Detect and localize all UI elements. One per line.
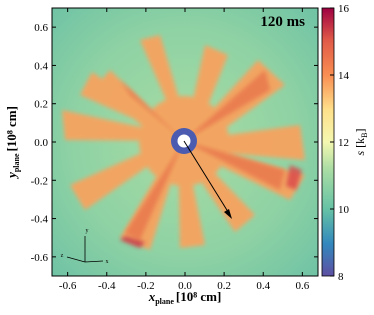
y-unit: [10⁸ cm]: [4, 106, 19, 151]
colorbar-tick-label: 16: [338, 3, 350, 15]
y-tick-label: -0.6: [31, 252, 49, 264]
y-tick-label: 0.4: [34, 60, 48, 72]
y-tick-label: 0.0: [34, 137, 48, 149]
axis-triad: [66, 236, 104, 263]
cb-symbol: s: [353, 151, 367, 156]
x-tick-label: 0.4: [256, 280, 270, 292]
y-tick-label: 0.6: [34, 22, 48, 34]
x-symbol: x: [148, 289, 156, 304]
simulation-image: [52, 8, 318, 276]
colorbar-tick-label: 12: [338, 137, 349, 149]
x-tick-label: 0.0: [178, 280, 192, 292]
y-tick-label: 0.2: [34, 99, 48, 111]
x-subscript: plane: [155, 297, 174, 306]
triad-label: x: [106, 259, 109, 265]
colorbar-label: s [kB]: [353, 128, 369, 155]
cb-unit: [k: [353, 138, 367, 148]
x-tick-label: -0.2: [137, 280, 154, 292]
cb-subscript: B: [360, 132, 369, 137]
x-tick-label: 0.6: [295, 280, 309, 292]
triad-label: y: [86, 228, 89, 234]
x-axis-label: xplane [10⁸ cm]: [148, 289, 222, 306]
y-axis-label: yplane [10⁸ cm]: [4, 106, 21, 180]
colorbar-tick-label: 10: [338, 204, 350, 216]
y-tick-label: -0.4: [31, 214, 49, 226]
triad-label: z: [61, 253, 64, 259]
colorbar-tick-label: 8: [338, 271, 344, 283]
x-unit: [10⁸ cm]: [176, 289, 221, 304]
x-tick-label: 0.2: [217, 280, 231, 292]
y-subscript: plane: [12, 153, 21, 172]
x-tick-label: -0.4: [98, 280, 116, 292]
time-annotation: 120 ms: [260, 14, 305, 30]
cb-close: ]: [353, 128, 367, 132]
colorbar-tick-label: 14: [338, 70, 350, 82]
y-symbol: y: [4, 172, 19, 180]
x-tick-label: -0.6: [59, 280, 77, 292]
y-tick-label: -0.2: [31, 175, 48, 187]
